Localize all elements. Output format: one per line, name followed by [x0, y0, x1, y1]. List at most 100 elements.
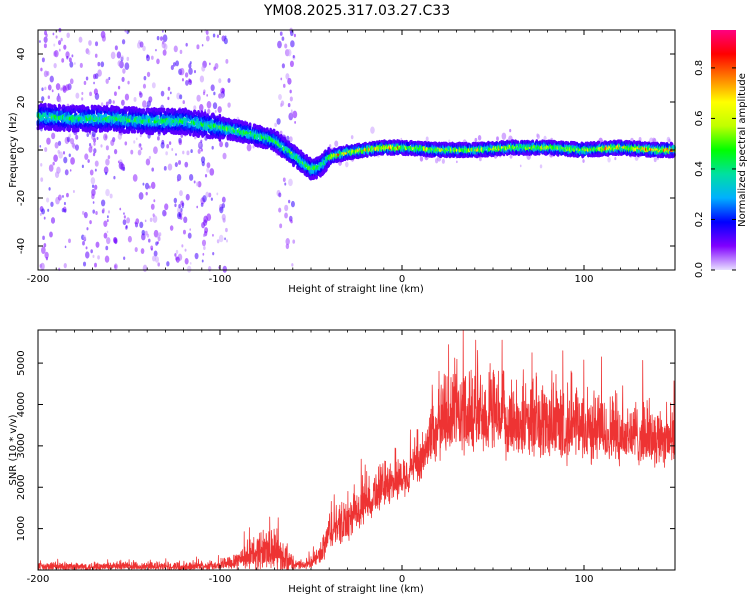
spectrogram-noise-cell — [89, 169, 94, 176]
spectrogram-noise-cell — [42, 235, 45, 240]
spectrogram-ridge-cell — [142, 108, 146, 113]
spectrogram-noise-cell — [539, 164, 543, 169]
spectrogram-noise-cell — [207, 108, 211, 115]
spectrogram-noise-cell — [165, 151, 168, 156]
spectrogram-noise-cell — [78, 36, 83, 43]
spectrogram-noise-cell — [162, 29, 164, 33]
spectrogram-noise-cell — [208, 62, 211, 66]
spectrogram-noise-cell — [292, 54, 295, 59]
spectrogram-noise-cell — [193, 180, 196, 184]
spectrogram-noise-cell — [43, 216, 46, 220]
spectrogram-ridge-cell — [94, 128, 98, 133]
spectrogram-noise-cell — [62, 194, 64, 198]
spectrogram-noise-cell — [474, 137, 478, 143]
spectrogram-noise-cell — [44, 251, 49, 259]
spectrogram-noise-cell — [142, 100, 147, 108]
spectrogram-noise-cell — [130, 149, 134, 155]
spectrogram-noise-cell — [116, 51, 122, 59]
spectrogram-noise-cell — [216, 239, 220, 244]
spectrogram-ridge-cell — [248, 125, 252, 131]
spectrogram-ridge-cell — [39, 103, 43, 108]
spectrogram-noise-cell — [196, 44, 200, 50]
spectrogram-noise-cell — [54, 142, 59, 149]
spectrogram-noise-cell — [286, 49, 292, 57]
spectrogram-noise-cell — [163, 166, 167, 171]
spectrogram-noise-cell — [151, 82, 156, 89]
spectrogram-noise-cell — [127, 235, 132, 243]
spectrogram-noise-cell — [52, 32, 55, 36]
spectrogram-noise-cell — [72, 190, 75, 194]
spectrogram-noise-cell — [289, 96, 293, 102]
spectrogram-noise-cell — [214, 109, 217, 113]
spectrogram-noise-cell — [112, 100, 115, 104]
spectrogram-noise-cell — [79, 62, 83, 68]
spectrogram-ridge-cell — [92, 109, 96, 114]
spectrogram-noise-cell — [54, 50, 59, 58]
spectrogram-noise-cell — [106, 237, 111, 245]
spectrogram-noise-cell — [216, 192, 219, 196]
spectrogram-noise-cell — [205, 191, 210, 198]
spectrogram-noise-cell — [287, 77, 292, 85]
spectrogram-noise-cell — [283, 83, 286, 88]
spectrogram-noise-cell — [65, 51, 70, 59]
spectrogram-noise-cell — [184, 258, 189, 265]
spectrogram-noise-cell — [221, 213, 226, 221]
spectrogram-noise-cell — [105, 188, 110, 197]
spectrogram-noise-cell — [50, 217, 56, 224]
spectrogram-noise-cell — [66, 136, 71, 143]
spectrogram-noise-cell — [43, 243, 47, 248]
spectrogram-noise-cell — [47, 84, 52, 91]
spectrogram-noise-cell — [140, 147, 143, 151]
spectrogram-noise-cell — [509, 128, 512, 133]
spectrogram-ridge-cell — [58, 104, 62, 110]
spectrogram-noise-cell — [477, 135, 482, 141]
spectrogram-noise-cell — [211, 145, 214, 150]
spectrogram-noise-cell — [178, 139, 182, 146]
spectrogram-noise-cell — [182, 100, 185, 105]
spectrogram-noise-cell — [117, 160, 120, 164]
spectrogram-noise-cell — [179, 215, 183, 220]
spectrogram-noise-cell — [117, 85, 121, 90]
spectrogram-noise-cell — [158, 232, 162, 237]
spectrogram-noise-cell — [58, 98, 62, 103]
spectrogram-noise-cell — [137, 149, 142, 156]
spectrogram-noise-cell — [169, 225, 174, 231]
spectrogram-noise-cell — [189, 174, 194, 181]
spectrogram-noise-cell — [543, 135, 547, 141]
spectrogram-noise-cell — [126, 56, 130, 62]
spectrogram-noise-cell — [58, 48, 61, 52]
spectrogram-noise-cell — [479, 156, 482, 162]
spectrogram-noise-cell — [280, 77, 283, 81]
spectrogram-noise-cell — [88, 40, 92, 46]
spectrogram-noise-cell — [157, 262, 161, 267]
spectrogram-noise-cell — [43, 36, 48, 44]
spectrogram-noise-cell — [105, 245, 109, 251]
spectrogram-noise-cell — [212, 102, 218, 110]
spectrogram-noise-cell — [181, 202, 185, 207]
spectrogram-noise-cell — [43, 43, 47, 49]
spectrogram-noise-cell — [227, 78, 231, 83]
spectrogram-ridge-cell — [52, 110, 56, 115]
spectrogram-noise-cell — [100, 102, 104, 107]
spectrogram-noise-cell — [201, 65, 206, 72]
spectrogram-noise-cell — [95, 210, 98, 215]
spectrogram-noise-cell — [103, 220, 108, 227]
spectrogram-noise-cell — [219, 206, 224, 214]
spectrogram-noise-cell — [97, 255, 100, 260]
spectrogram-noise-cell — [207, 266, 212, 272]
spectrogram-noise-cell — [46, 137, 51, 145]
spectrogram-noise-cell — [75, 134, 79, 140]
spectrogram-noise-cell — [103, 232, 108, 239]
spectrogram-noise-cell — [279, 130, 283, 135]
spectrogram-noise-cell — [122, 219, 127, 226]
spectrogram-noise-cell — [175, 249, 179, 254]
spectrogram-noise-cell — [164, 203, 169, 211]
spectrogram-noise-cell — [154, 256, 159, 263]
spectrogram-noise-cell — [83, 80, 87, 86]
spectrogram-noise-cell — [84, 153, 89, 160]
spectrogram-noise-cell — [63, 156, 68, 164]
spectrogram-noise-cell — [614, 156, 617, 161]
spectrogram-noise-cell — [182, 150, 185, 155]
spectrogram-noise-cell — [51, 132, 56, 140]
spectrogram-noise-cell — [41, 96, 45, 102]
